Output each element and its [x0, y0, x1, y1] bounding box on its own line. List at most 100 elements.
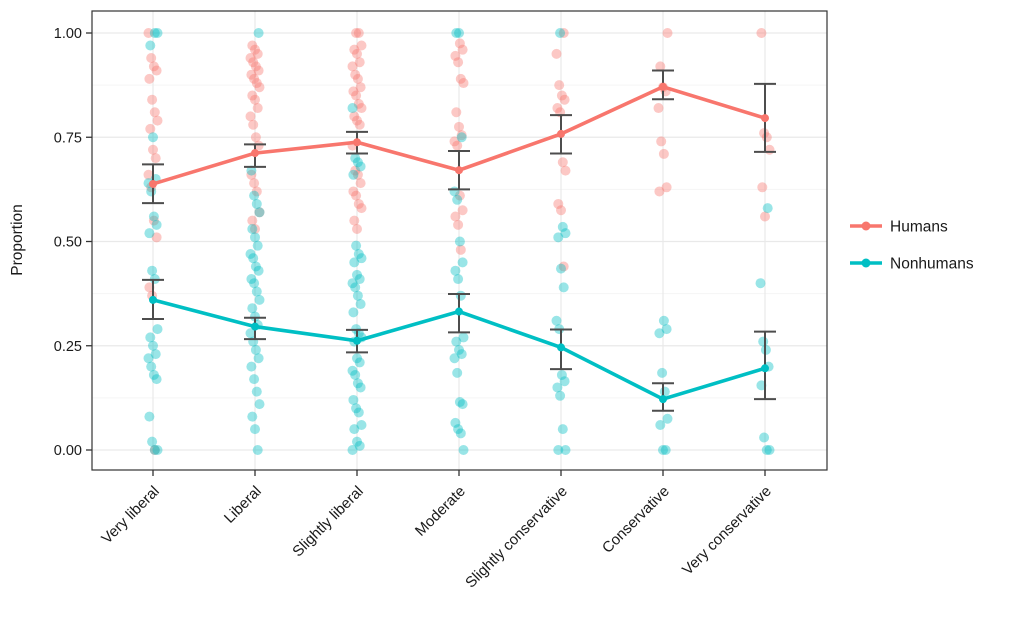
- jitter-point-humans: [147, 94, 158, 105]
- jitter-point-humans: [654, 186, 665, 197]
- jitter-point-humans: [653, 103, 664, 114]
- jitter-point-humans: [348, 86, 359, 97]
- jitter-point-nonhumans: [350, 282, 361, 293]
- jitter-point-nonhumans: [762, 203, 773, 214]
- jitter-point-humans: [352, 169, 363, 180]
- jitter-point-nonhumans: [454, 344, 464, 355]
- jitter-point-nonhumans: [457, 257, 468, 268]
- jitter-point-nonhumans: [450, 265, 461, 276]
- jitter-point-nonhumans: [152, 445, 163, 455]
- jitter-point-nonhumans: [352, 353, 362, 364]
- jitter-point-humans: [246, 69, 257, 80]
- jitter-point-humans: [558, 28, 569, 38]
- jitter-point-humans: [152, 115, 163, 126]
- jitter-point-nonhumans: [152, 324, 163, 335]
- jitter-point-nonhumans: [347, 278, 358, 289]
- jitter-point-humans: [452, 140, 463, 151]
- jitter-point-nonhumans: [147, 265, 158, 276]
- jitter-point-humans: [149, 107, 160, 118]
- mean-point-humans: [455, 166, 463, 175]
- jitter-point-humans: [247, 90, 258, 101]
- jitter-point-humans: [352, 223, 362, 234]
- jitter-point-nonhumans: [555, 390, 566, 401]
- mean-point-humans: [557, 129, 565, 138]
- jitter-point-nonhumans: [148, 211, 159, 222]
- jitter-point-nonhumans: [251, 386, 262, 397]
- jitter-point-nonhumans: [560, 228, 571, 239]
- jitter-point-nonhumans: [658, 315, 669, 326]
- jitter-point-nonhumans: [355, 382, 366, 393]
- legend-key-point-humans: [861, 221, 871, 231]
- y-tick-label: 0.75: [54, 130, 82, 146]
- jitter-point-humans: [356, 40, 367, 51]
- jitter-point-nonhumans: [351, 240, 362, 251]
- mean-point-humans: [659, 82, 667, 91]
- x-tick-label: Liberal: [221, 483, 265, 527]
- jitter-point-nonhumans: [251, 198, 262, 209]
- jitter-point-humans: [757, 182, 768, 193]
- errorbars-layer: [142, 69, 776, 412]
- jitter-point-nonhumans: [246, 274, 257, 285]
- jitter-point-nonhumans: [254, 207, 265, 218]
- jitter-point-nonhumans: [250, 424, 260, 435]
- jitter-point-nonhumans: [658, 445, 668, 455]
- jitter-point-nonhumans: [355, 161, 366, 172]
- jitter-point-nonhumans: [451, 336, 462, 347]
- jitter-point-nonhumans: [349, 424, 360, 435]
- jitter-point-nonhumans: [654, 328, 665, 339]
- jitter-point-nonhumans: [452, 367, 463, 378]
- jitter-point-nonhumans: [254, 294, 265, 305]
- jitter-point-nonhumans: [348, 169, 359, 180]
- jitter-point-nonhumans: [146, 186, 157, 197]
- jitter-point-nonhumans: [348, 394, 359, 405]
- jitter-point-nonhumans: [455, 428, 466, 439]
- jitter-point-humans: [656, 136, 667, 147]
- jitter-point-humans: [143, 28, 154, 38]
- jitter-point-nonhumans: [451, 28, 462, 38]
- jitter-point-humans: [455, 73, 466, 84]
- jitter-point-nonhumans: [454, 236, 465, 247]
- jitter-point-nonhumans: [245, 328, 256, 339]
- jitter-point-nonhumans: [248, 253, 259, 264]
- jitter-point-nonhumans: [352, 157, 363, 168]
- jitter-point-humans: [558, 261, 569, 272]
- jitter-point-nonhumans: [764, 445, 775, 455]
- jitter-point-humans: [246, 169, 257, 180]
- jitter-point-humans: [560, 165, 571, 176]
- jitter-point-nonhumans: [149, 28, 160, 38]
- jitter-point-nonhumans: [560, 445, 571, 455]
- y-tick-label: 0.25: [54, 339, 82, 355]
- x-tick-label: Moderate: [412, 483, 469, 540]
- x-tick-label: Conservative: [599, 483, 673, 557]
- jitter-point-humans: [149, 445, 160, 455]
- jitter-point-humans: [144, 282, 155, 293]
- x-tick-label: Very liberal: [98, 483, 162, 547]
- jitter-point-nonhumans: [253, 265, 264, 276]
- x-tick-label: Slightly conservative: [462, 483, 571, 592]
- jitter-point-nonhumans: [349, 257, 360, 268]
- jitter-point-nonhumans: [253, 28, 264, 38]
- jitter-point-humans: [760, 211, 770, 222]
- legend-key-point-nonhumans: [861, 258, 871, 268]
- jitter-point-humans: [350, 165, 361, 176]
- jitter-point-humans: [353, 98, 364, 109]
- jitter-point-humans: [348, 186, 359, 197]
- jitter-point-nonhumans: [252, 445, 263, 455]
- jitter-point-nonhumans: [756, 380, 767, 391]
- jitter-point-nonhumans: [352, 290, 363, 301]
- jitter-point-nonhumans: [453, 424, 464, 435]
- jitter-point-humans: [355, 82, 366, 93]
- jitter-point-nonhumans: [354, 357, 365, 368]
- jitter-point-humans: [453, 219, 464, 230]
- jitter-point-nonhumans: [250, 311, 260, 322]
- jitter-point-humans: [453, 57, 464, 68]
- jitter-point-nonhumans: [143, 353, 154, 364]
- jitter-point-nonhumans: [557, 424, 568, 435]
- jitter-point-humans: [250, 44, 260, 55]
- jitter-point-nonhumans: [250, 232, 260, 243]
- jitter-point-nonhumans: [553, 232, 564, 243]
- jitter-point-nonhumans: [348, 307, 359, 318]
- jitter-point-humans: [150, 153, 161, 164]
- jitter-point-nonhumans: [354, 440, 365, 451]
